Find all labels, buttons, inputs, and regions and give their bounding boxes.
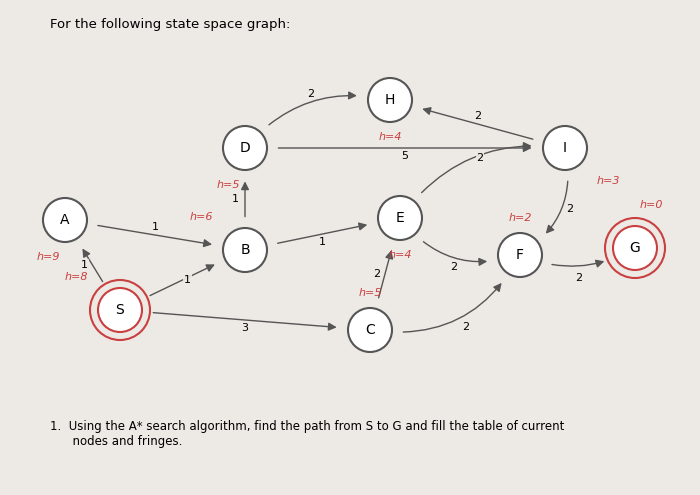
Circle shape (98, 288, 142, 332)
Text: 3: 3 (241, 323, 248, 333)
Text: 1: 1 (232, 194, 239, 204)
Text: 2: 2 (566, 204, 573, 214)
Text: C: C (365, 323, 375, 337)
Text: h=0: h=0 (640, 200, 664, 210)
Text: 1.  Using the A* search algorithm, find the path from S to G and fill the table : 1. Using the A* search algorithm, find t… (50, 420, 564, 448)
Circle shape (368, 78, 412, 122)
Text: 1: 1 (184, 275, 191, 285)
Text: F: F (516, 248, 524, 262)
Text: E: E (395, 211, 405, 225)
Text: H: H (385, 93, 396, 107)
Text: S: S (116, 303, 125, 317)
Text: h=2: h=2 (508, 213, 532, 223)
Text: h=4: h=4 (389, 250, 412, 260)
Text: 2: 2 (463, 322, 470, 332)
Text: 2: 2 (307, 89, 314, 99)
Circle shape (223, 228, 267, 272)
Text: 2: 2 (450, 262, 457, 273)
Circle shape (378, 196, 422, 240)
Text: h=9: h=9 (36, 252, 60, 262)
Text: I: I (563, 141, 567, 155)
Text: 1: 1 (319, 237, 326, 247)
Circle shape (348, 308, 392, 352)
Text: For the following state space graph:: For the following state space graph: (50, 18, 290, 31)
Circle shape (223, 126, 267, 170)
Text: h=3: h=3 (597, 176, 620, 186)
Text: 2: 2 (373, 269, 381, 279)
Circle shape (543, 126, 587, 170)
Text: D: D (239, 141, 251, 155)
Text: A: A (60, 213, 70, 227)
Circle shape (613, 226, 657, 270)
Text: h=5: h=5 (358, 288, 382, 298)
Text: 1: 1 (81, 260, 88, 270)
Text: 1: 1 (151, 222, 158, 232)
Text: h=4: h=4 (378, 132, 402, 142)
Circle shape (43, 198, 87, 242)
Text: h=5: h=5 (216, 180, 240, 190)
Text: 2: 2 (477, 153, 484, 163)
Text: G: G (629, 241, 641, 255)
Text: B: B (240, 243, 250, 257)
Text: h=8: h=8 (64, 272, 88, 282)
Text: 5: 5 (402, 151, 409, 161)
Circle shape (498, 233, 542, 277)
Text: 2: 2 (575, 273, 582, 283)
Text: 2: 2 (474, 111, 481, 121)
Text: h=6: h=6 (190, 212, 213, 222)
